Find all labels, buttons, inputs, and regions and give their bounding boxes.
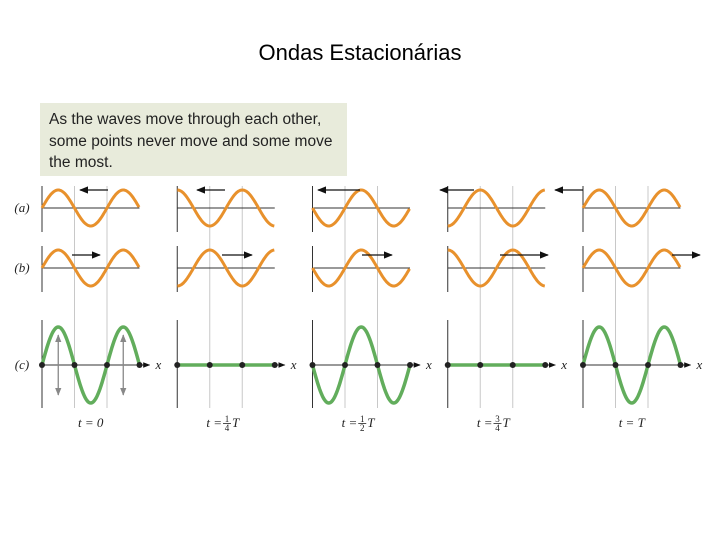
x-axis-label: x: [290, 357, 297, 372]
node-dot: [174, 362, 181, 368]
traveling-wave: [581, 188, 682, 228]
caption-line: As the waves move through each other,: [49, 111, 321, 128]
traveling-wave: [177, 188, 275, 228]
traveling-wave: [177, 248, 275, 288]
traveling-wave: [447, 188, 546, 228]
time-variable: T: [367, 415, 375, 430]
traveling-wave: [311, 248, 411, 288]
node-dot: [509, 362, 516, 368]
node-dot: [136, 362, 143, 368]
standing-wave: [581, 325, 682, 405]
traveling-wave: [581, 248, 682, 288]
standing-wave: [310, 325, 412, 405]
x-axis-label: x: [696, 357, 703, 372]
time-label: t = 0: [78, 415, 104, 430]
node-dot: [309, 362, 316, 368]
traveling-wave: [40, 188, 141, 228]
time-label: t = T: [619, 415, 646, 430]
node-dot: [477, 362, 484, 368]
node-dot: [542, 362, 549, 368]
caption-line: the most.: [49, 154, 113, 171]
standing-wave: [40, 325, 141, 405]
node-dot: [374, 362, 381, 368]
node-dot: [271, 362, 278, 368]
fraction-denominator: 4: [225, 423, 230, 433]
node-dot: [580, 362, 586, 368]
node-dot: [39, 362, 45, 368]
node-dot: [677, 362, 684, 368]
node-dot: [71, 362, 78, 368]
fraction-denominator: 2: [360, 423, 365, 433]
fraction-denominator: 4: [495, 423, 500, 433]
slide-title: Ondas Estacionárias: [259, 40, 462, 65]
time-variable: T: [232, 415, 240, 430]
row-label: (a): [14, 200, 29, 215]
node-dot: [407, 362, 413, 368]
time-variable: T: [503, 415, 511, 430]
node-dot: [444, 362, 451, 368]
caption-box: [40, 103, 347, 176]
node-dot: [239, 362, 246, 368]
node-dot: [342, 362, 348, 368]
fraction-numerator: 1: [225, 414, 230, 424]
time-label: t =: [342, 415, 358, 430]
traveling-wave: [40, 248, 141, 288]
x-axis-label: x: [425, 357, 432, 372]
node-dot: [645, 362, 651, 368]
caption-line: some points never move and some move: [49, 133, 332, 150]
time-label: t =: [477, 415, 493, 430]
row-label: (b): [14, 260, 29, 275]
traveling-wave: [447, 248, 546, 288]
node-dot: [206, 362, 213, 368]
node-dot: [612, 362, 619, 368]
time-label: t =: [206, 415, 222, 430]
row-label: (c): [15, 357, 29, 372]
node-dot: [104, 362, 110, 368]
traveling-wave: [311, 188, 411, 228]
x-axis-label: x: [560, 357, 567, 372]
fraction-numerator: 3: [495, 414, 500, 424]
fraction-numerator: 1: [360, 414, 365, 424]
x-axis-label: x: [155, 357, 162, 372]
